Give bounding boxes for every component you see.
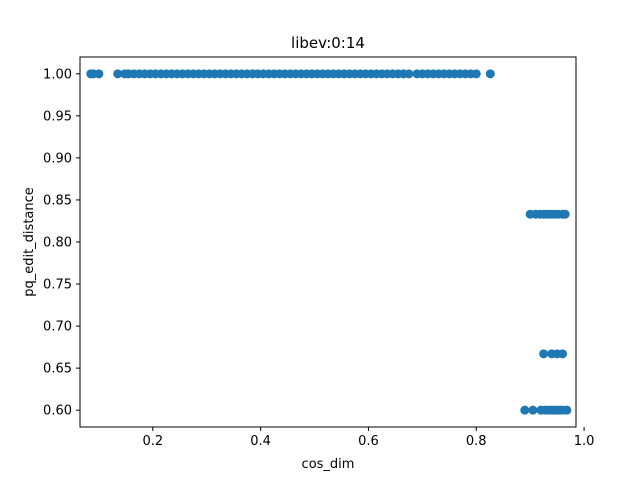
x-axis-label: cos_dim: [302, 457, 355, 472]
y-tick-label: 0.95: [43, 109, 72, 124]
data-point: [113, 69, 123, 79]
x-axis: 0.2 0.4 0.6 0.8 1.0: [142, 427, 594, 449]
y-tick-label: 0.80: [43, 236, 72, 251]
data-point: [404, 69, 414, 79]
y-tick-label: 0.90: [43, 151, 72, 166]
data-point: [562, 405, 572, 415]
points-layer: [86, 69, 572, 415]
data-point: [485, 69, 495, 79]
y-tick-label: 0.75: [43, 278, 72, 293]
y-tick-label: 0.60: [43, 404, 72, 419]
y-axis: 0.60 0.65 0.70 0.75 0.80 0.85 0.90 0.95 1.00: [43, 67, 80, 419]
data-point: [528, 405, 538, 415]
x-tick-label: 0.4: [250, 434, 271, 449]
y-axis-label: pq_edit_distance: [22, 187, 37, 297]
x-tick-label: 1.0: [574, 434, 595, 449]
y-tick-label: 1.00: [43, 67, 72, 82]
data-point: [94, 69, 104, 79]
data-point: [558, 349, 568, 359]
data-point: [471, 69, 481, 79]
x-tick-label: 0.6: [358, 434, 379, 449]
x-tick-label: 0.2: [142, 434, 163, 449]
plot-frame: [79, 56, 577, 428]
y-tick-label: 0.65: [43, 362, 72, 377]
y-tick-label: 0.85: [43, 193, 72, 208]
chart-title: libev:0:14: [291, 34, 365, 52]
x-tick-label: 0.8: [466, 434, 487, 449]
data-point: [520, 405, 530, 415]
data-point: [560, 209, 570, 219]
y-tick-label: 0.70: [43, 320, 72, 335]
data-point: [539, 349, 549, 359]
